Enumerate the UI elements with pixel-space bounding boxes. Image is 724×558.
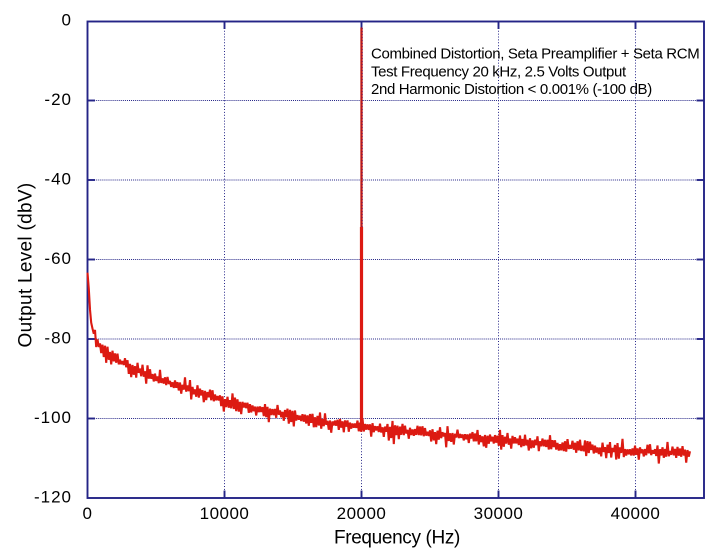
svg-text:40000: 40000 — [611, 504, 661, 523]
svg-text:0: 0 — [62, 10, 72, 29]
svg-text:Frequency (Hz): Frequency (Hz) — [334, 528, 460, 549]
svg-text:-80: -80 — [44, 328, 72, 347]
svg-text:2nd Harmonic Distortion < 0.00: 2nd Harmonic Distortion < 0.001% (-100 d… — [371, 81, 652, 98]
svg-text:Test Frequency 20 kHz, 2.5 Vol: Test Frequency 20 kHz, 2.5 Volts Output — [371, 63, 627, 80]
svg-text:Output Level (dbV): Output Level (dbV) — [16, 183, 37, 348]
svg-text:-100: -100 — [34, 408, 72, 427]
svg-text:Combined Distortion, Seta Prea: Combined Distortion, Seta Preamplifier +… — [371, 46, 699, 63]
svg-text:30000: 30000 — [474, 504, 524, 523]
svg-text:-60: -60 — [44, 249, 72, 268]
svg-text:10000: 10000 — [200, 504, 250, 523]
svg-text:-20: -20 — [44, 90, 72, 109]
svg-text:0: 0 — [83, 504, 93, 523]
svg-text:-120: -120 — [34, 487, 72, 506]
svg-text:20000: 20000 — [337, 504, 387, 523]
svg-text:-40: -40 — [44, 169, 72, 188]
